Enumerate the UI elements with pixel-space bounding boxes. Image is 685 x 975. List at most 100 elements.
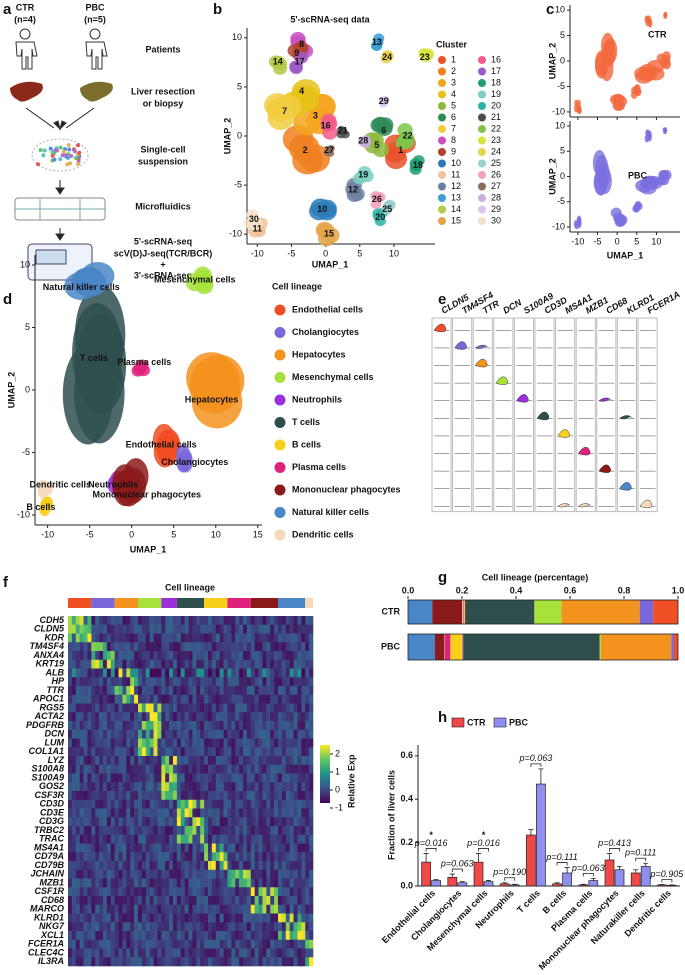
heatmap-cell bbox=[165, 800, 169, 809]
heatmap-cell bbox=[99, 826, 103, 835]
legend-swatch bbox=[438, 217, 446, 225]
heatmap-cell bbox=[80, 774, 84, 783]
heatmap-cell bbox=[189, 844, 193, 853]
heatmap-cell bbox=[107, 835, 111, 844]
violin bbox=[558, 429, 570, 437]
heatmap-cell bbox=[87, 756, 91, 765]
bar bbox=[563, 873, 572, 886]
heatmap-cell bbox=[138, 704, 142, 713]
heatmap-cell bbox=[161, 774, 165, 783]
heatmap-cell bbox=[239, 660, 243, 669]
heatmap-cell bbox=[294, 852, 298, 861]
heatmap-cell bbox=[243, 616, 247, 625]
heatmap-cell bbox=[138, 905, 142, 914]
heatmap-cell bbox=[204, 660, 208, 669]
heatmap-cell bbox=[165, 782, 169, 791]
heatmap-cell bbox=[107, 931, 111, 940]
heatmap-cell bbox=[259, 861, 263, 870]
heatmap-cell bbox=[212, 826, 216, 835]
cluster-label: 5 bbox=[374, 140, 379, 150]
heatmap-cell bbox=[169, 896, 173, 905]
heatmap-cell bbox=[251, 826, 255, 835]
heatmap-cell bbox=[204, 695, 208, 704]
heatmap-cell bbox=[251, 879, 255, 888]
heatmap-cell bbox=[243, 896, 247, 905]
heatmap-cell bbox=[165, 677, 169, 686]
lineage-strip bbox=[305, 598, 313, 608]
heatmap-cell bbox=[99, 677, 103, 686]
umap-blob bbox=[663, 170, 672, 180]
heatmap-cell bbox=[173, 782, 177, 791]
heatmap-cell bbox=[142, 625, 146, 634]
heatmap-cell bbox=[173, 940, 177, 949]
violin bbox=[599, 465, 611, 473]
heatmap-cell bbox=[91, 686, 95, 695]
heatmap-cell bbox=[262, 660, 266, 669]
cluster-label: 27 bbox=[324, 145, 334, 155]
heatmap-cell bbox=[68, 782, 72, 791]
y-axis-label: UMAP_2 bbox=[547, 43, 557, 80]
heatmap-cell bbox=[274, 712, 278, 721]
heatmap-cell bbox=[251, 852, 255, 861]
heatmap-cell bbox=[278, 730, 282, 739]
heatmap-cell bbox=[68, 957, 72, 966]
heatmap-cell bbox=[216, 887, 220, 896]
heatmap-cell bbox=[282, 695, 286, 704]
heatmap-cell bbox=[165, 721, 169, 730]
heatmap-cell bbox=[282, 616, 286, 625]
heatmap-cell bbox=[192, 712, 196, 721]
heatmap-cell bbox=[150, 730, 154, 739]
heatmap-cell bbox=[212, 721, 216, 730]
heatmap-cell bbox=[282, 817, 286, 826]
heatmap-cell bbox=[290, 949, 294, 958]
heatmap-cell bbox=[266, 686, 270, 695]
heatmap-cell bbox=[231, 896, 235, 905]
heatmap-cell bbox=[282, 625, 286, 634]
heatmap-cell bbox=[142, 940, 146, 949]
lineage-strip bbox=[138, 598, 161, 608]
heatmap-cell bbox=[130, 844, 134, 853]
heatmap-cell bbox=[204, 940, 208, 949]
heatmap-cell bbox=[239, 712, 243, 721]
error-bar bbox=[538, 769, 543, 784]
heatmap-cell bbox=[262, 931, 266, 940]
heatmap-cell bbox=[177, 809, 181, 818]
heatmap-cell bbox=[247, 774, 251, 783]
legend-swatch bbox=[438, 160, 446, 168]
heatmap-cell bbox=[87, 634, 91, 643]
heatmap-cell bbox=[247, 826, 251, 835]
heatmap-cell bbox=[189, 782, 193, 791]
x-tick-label: -10 bbox=[41, 529, 54, 539]
heatmap-cell bbox=[130, 835, 134, 844]
heatmap-cell bbox=[142, 835, 146, 844]
heatmap-cell bbox=[80, 669, 84, 678]
heatmap-cell bbox=[231, 616, 235, 625]
heatmap-cell bbox=[84, 730, 88, 739]
heatmap-cell bbox=[216, 669, 220, 678]
heatmap-cell bbox=[189, 756, 193, 765]
heatmap-cell bbox=[119, 800, 123, 809]
heatmap-cell bbox=[278, 782, 282, 791]
heatmap-cell bbox=[122, 791, 126, 800]
heatmap-cell bbox=[146, 747, 150, 756]
bar bbox=[667, 885, 676, 886]
heatmap-cell bbox=[224, 747, 228, 756]
heatmap-cell bbox=[130, 686, 134, 695]
heatmap-cell bbox=[274, 949, 278, 958]
heatmap-cell bbox=[119, 721, 123, 730]
heatmap-cell bbox=[115, 852, 119, 861]
heatmap-cell bbox=[150, 721, 154, 730]
heatmap-cell bbox=[301, 931, 305, 940]
legend-label: 20 bbox=[491, 100, 501, 110]
heatmap-cell bbox=[95, 957, 99, 966]
heatmap-cell bbox=[216, 861, 220, 870]
heatmap-cell bbox=[142, 809, 146, 818]
heatmap-cell bbox=[169, 642, 173, 651]
heatmap-cell bbox=[165, 739, 169, 748]
heatmap-cell bbox=[290, 817, 294, 826]
heatmap-cell bbox=[286, 791, 290, 800]
heatmap-cell bbox=[150, 625, 154, 634]
heatmap-cell bbox=[305, 914, 309, 923]
heatmap-cell bbox=[161, 949, 165, 958]
heatmap-cell bbox=[91, 616, 95, 625]
